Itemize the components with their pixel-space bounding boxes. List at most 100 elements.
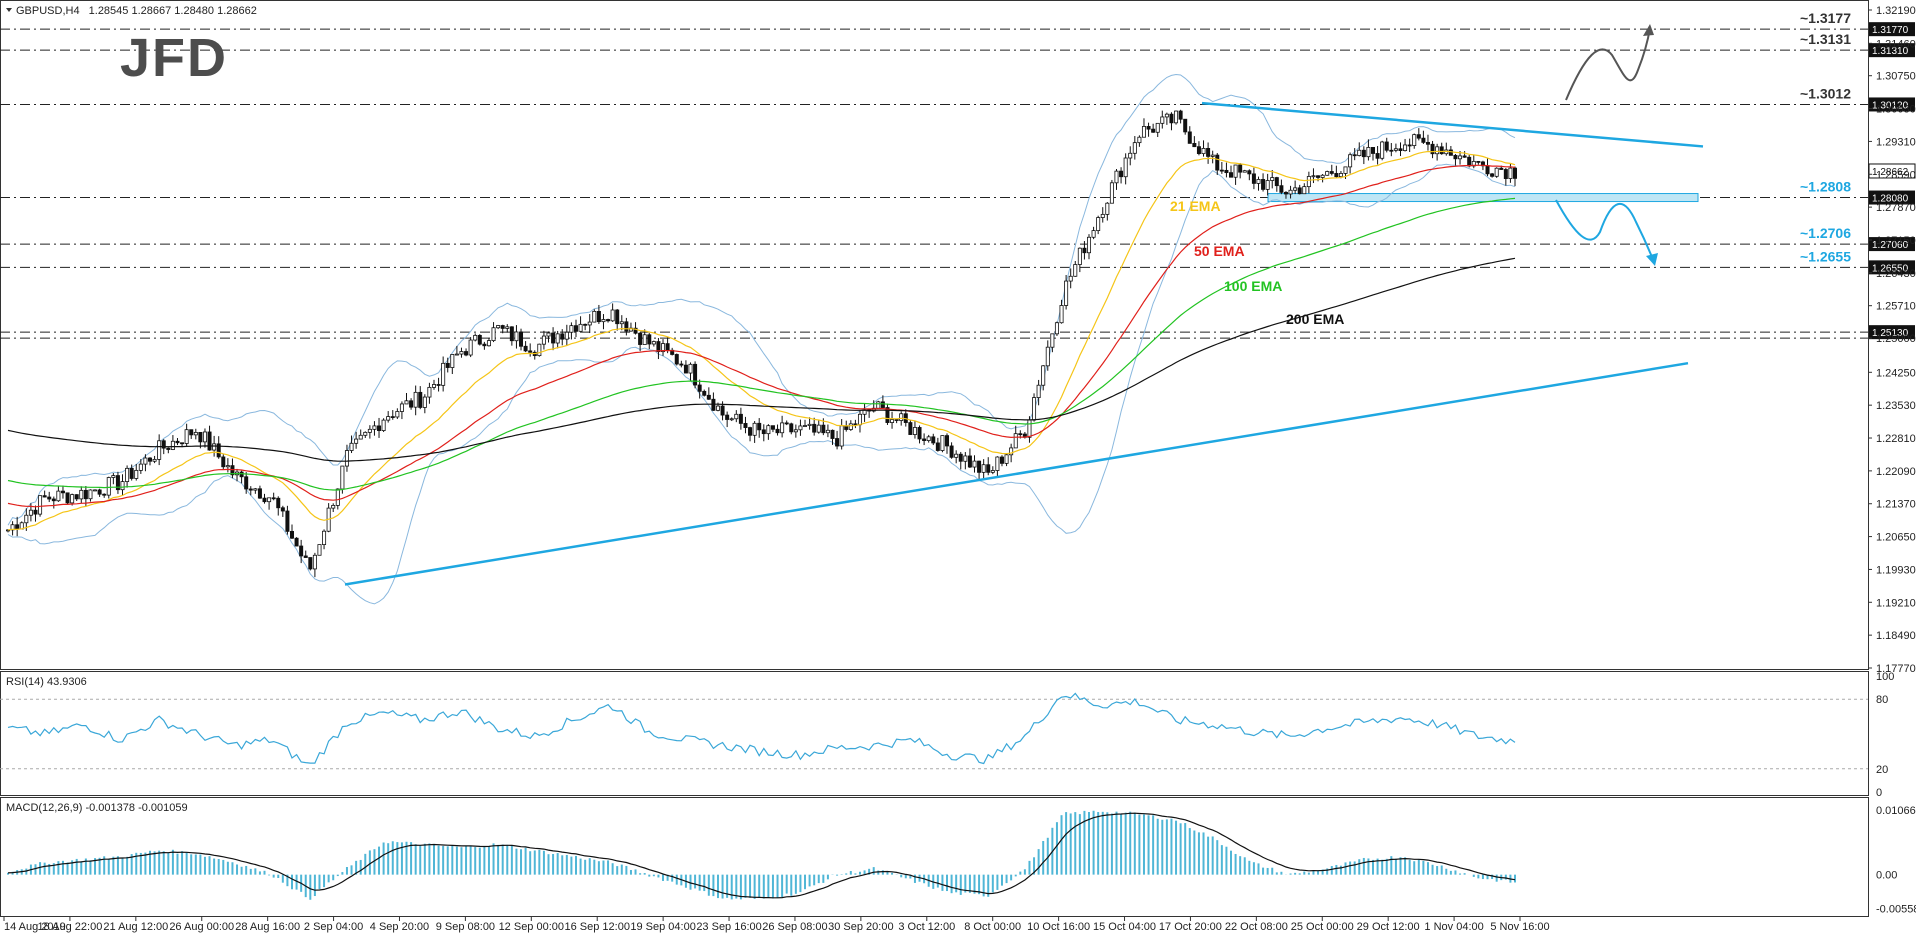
candle-body bbox=[1458, 155, 1463, 160]
candle-body bbox=[1169, 113, 1174, 124]
candle-body bbox=[1091, 230, 1096, 238]
price-tick-label: 1.29310 bbox=[1876, 136, 1916, 148]
candle-body bbox=[404, 400, 409, 405]
level-axis-tag-text: 1.31310 bbox=[1872, 46, 1909, 57]
rsi-tick-label: 80 bbox=[1876, 694, 1888, 706]
bearish-scenario-arrow bbox=[1555, 199, 1655, 263]
price-tick-label: 1.21370 bbox=[1876, 499, 1916, 511]
candle-body bbox=[65, 492, 70, 504]
price-tick-label: 1.30750 bbox=[1876, 71, 1916, 83]
candle-body bbox=[1100, 213, 1105, 218]
candle-body bbox=[1375, 153, 1380, 159]
candle-body bbox=[1119, 170, 1124, 178]
candle-body bbox=[267, 497, 272, 503]
candle-body bbox=[734, 413, 739, 420]
candle-body bbox=[1334, 173, 1339, 178]
candle-body bbox=[606, 319, 611, 322]
candle-body bbox=[1155, 122, 1160, 133]
candle-body bbox=[349, 442, 354, 451]
time-tick-label: 23 Sep 16:00 bbox=[696, 921, 761, 933]
candle-body bbox=[1448, 149, 1453, 156]
candle-body bbox=[890, 419, 895, 423]
macd-tick-label: 0.010665 bbox=[1876, 805, 1916, 817]
candle-body bbox=[880, 401, 885, 408]
candle-body bbox=[83, 489, 88, 500]
candle-body bbox=[15, 524, 20, 530]
symbol-dropdown-icon[interactable] bbox=[6, 8, 12, 12]
candle-body bbox=[1508, 167, 1513, 179]
time-tick-label: 25 Oct 00:00 bbox=[1291, 921, 1354, 933]
candle-body bbox=[523, 345, 528, 352]
candle-body bbox=[587, 321, 592, 326]
time-tick-label: 15 Oct 04:00 bbox=[1093, 921, 1156, 933]
candle-body bbox=[102, 493, 107, 496]
candle-body bbox=[1430, 143, 1435, 155]
candle-body bbox=[93, 489, 98, 492]
chart-header: GBPUSD,H4 1.28545 1.28667 1.28480 1.2866… bbox=[16, 5, 257, 17]
candle-body bbox=[60, 490, 65, 494]
candle-body bbox=[377, 425, 382, 431]
level-axis-tag bbox=[1869, 190, 1915, 205]
candle-body bbox=[706, 394, 711, 400]
candle-body bbox=[693, 363, 698, 386]
price-tick-label: 1.31460 bbox=[1876, 38, 1916, 50]
candle-body bbox=[945, 435, 950, 447]
candle-body bbox=[1105, 202, 1110, 215]
support-zone[interactable] bbox=[1267, 193, 1699, 203]
candle-body bbox=[922, 438, 927, 441]
candle-body bbox=[1059, 305, 1064, 324]
bollinger-lower bbox=[7, 163, 1516, 605]
falling-resistance-trendline[interactable] bbox=[1201, 101, 1704, 148]
candle-body bbox=[853, 423, 858, 426]
candle-body bbox=[1389, 149, 1394, 152]
candle-body bbox=[624, 321, 629, 332]
candle-body bbox=[1036, 384, 1041, 398]
candle-body bbox=[995, 456, 1000, 471]
candle-body bbox=[1141, 126, 1146, 138]
candle-body bbox=[88, 489, 93, 500]
rsi-tick-label: 0 bbox=[1876, 787, 1882, 799]
candle-body bbox=[1219, 169, 1224, 172]
price-tick-label: 1.24250 bbox=[1876, 367, 1916, 379]
level-axis-tag bbox=[1869, 22, 1915, 37]
candle-body bbox=[1251, 173, 1256, 184]
candle-body bbox=[596, 310, 601, 323]
time-tick-label: 3 Oct 12:00 bbox=[898, 921, 955, 933]
candle-body bbox=[459, 351, 464, 355]
candle-body bbox=[1206, 147, 1211, 157]
candle-body bbox=[963, 455, 968, 462]
main-panel-frame bbox=[0, 0, 1869, 670]
level-axis-tag bbox=[1869, 237, 1915, 252]
time-tick-label: 26 Aug 00:00 bbox=[169, 921, 234, 933]
candle-body bbox=[413, 391, 418, 408]
rising-support-trendline[interactable] bbox=[344, 361, 1689, 586]
candle-body bbox=[509, 326, 514, 342]
candle-body bbox=[1421, 137, 1426, 143]
candle-body bbox=[33, 509, 38, 515]
arrow-head-icon bbox=[1643, 24, 1654, 36]
level-axis-tag bbox=[1869, 43, 1915, 58]
candle-body bbox=[1054, 322, 1059, 335]
candle-body bbox=[1288, 189, 1293, 195]
candle-body bbox=[289, 530, 294, 539]
macd-tick-label: -0.00558 bbox=[1876, 903, 1916, 915]
candle-body bbox=[679, 363, 684, 366]
candle-body bbox=[757, 422, 762, 431]
candle-body bbox=[569, 325, 574, 333]
rsi-tick-label: 20 bbox=[1876, 764, 1888, 776]
candle-body bbox=[766, 425, 771, 435]
candle-body bbox=[761, 429, 766, 435]
candle-body bbox=[931, 436, 936, 444]
candle-body bbox=[115, 475, 120, 491]
candle-body bbox=[1064, 280, 1069, 306]
bollinger-upper bbox=[7, 73, 1516, 526]
candle-body bbox=[1050, 333, 1055, 348]
macd-label: MACD(12,26,9) -0.001378 -0.001059 bbox=[6, 802, 188, 814]
price-tick-label: 1.28590 bbox=[1876, 169, 1916, 181]
candle-body bbox=[720, 405, 725, 416]
candle-body bbox=[340, 465, 345, 490]
candle-body bbox=[1183, 118, 1188, 133]
current-price-tag bbox=[1868, 163, 1916, 179]
macd-panel-frame bbox=[0, 797, 1869, 917]
